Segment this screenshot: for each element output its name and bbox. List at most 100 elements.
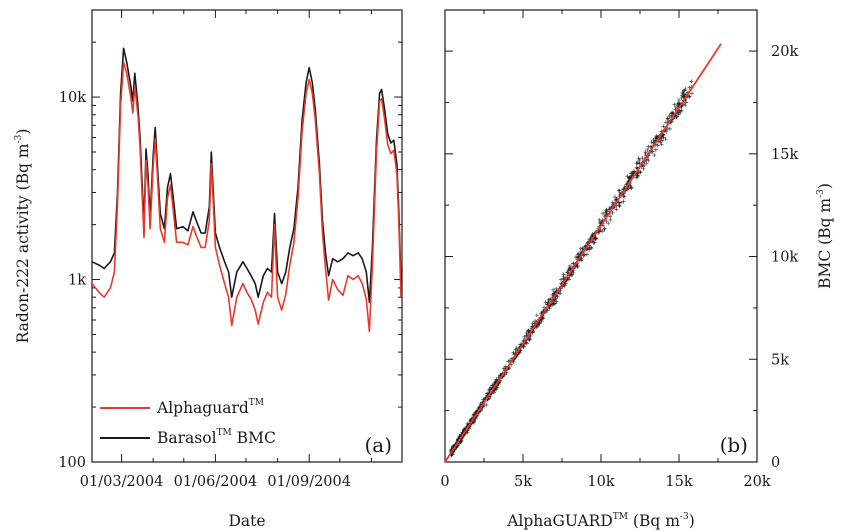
scatter-point (602, 226, 607, 231)
scatter-point (601, 211, 606, 216)
scatter-point (643, 150, 648, 155)
scatter-point (598, 220, 603, 225)
scatter-point (622, 194, 627, 199)
scatter-point (652, 153, 657, 158)
scatter-point (683, 100, 688, 105)
scatter-point (674, 105, 679, 110)
scatter-point (641, 166, 646, 171)
scatter-point (628, 175, 633, 180)
scatter-point (664, 129, 669, 134)
x-axis-title: AlphaGUARDTM (Bq m-3) (506, 512, 695, 530)
y-tick-label: 10k (771, 250, 798, 266)
scatter-point (532, 319, 537, 324)
scatter-point (617, 200, 622, 205)
scatter-point (621, 193, 626, 198)
scatter-point (575, 263, 580, 268)
scatter-point (561, 272, 566, 277)
y-tick-label: 10k (59, 90, 86, 106)
scatter-point (689, 79, 694, 84)
scatter-point (625, 174, 630, 179)
y-tick-label: 15k (771, 147, 798, 163)
scatter-point (514, 346, 519, 351)
scatter-point (645, 147, 650, 152)
scatter-point (646, 144, 651, 149)
scatter-point (687, 85, 692, 90)
scatter-point (582, 252, 587, 257)
scatter-point (667, 113, 672, 118)
scatter-point (551, 287, 556, 292)
scatter-point (687, 94, 692, 99)
x-tick-label: 5k (514, 474, 532, 490)
scatter-point (665, 116, 670, 121)
scatter-point (653, 147, 658, 152)
scatter-point (679, 95, 684, 100)
scatter-point (559, 277, 564, 282)
scatter-point (495, 385, 500, 390)
scatter-point (636, 156, 641, 161)
scatter-point (617, 204, 622, 209)
scatter-point (587, 247, 592, 252)
x-tick-label: 15k (665, 474, 692, 490)
scatter-point (689, 91, 694, 96)
scatter-point (610, 200, 615, 205)
alphaguard-series-line (92, 61, 402, 333)
scatter-point (568, 263, 573, 268)
scatter-point (643, 151, 648, 156)
scatter-point (608, 214, 613, 219)
legend-label-barasol: BarasolTM BMC (157, 428, 276, 447)
scatter-point (527, 337, 532, 342)
scatter-point (672, 102, 677, 107)
scatter-point (635, 173, 640, 178)
scatter-point (680, 90, 685, 95)
panel-a-frame (91, 9, 403, 463)
y-tick-label: 5k (771, 352, 789, 368)
scatter-point (573, 255, 578, 260)
x-tick-label: 20k (743, 474, 770, 490)
scatter-point (484, 391, 489, 396)
scatter-point (676, 110, 681, 115)
scatter-point (655, 143, 660, 148)
legend-label-alphaguard: AlphaguardTM​ (156, 398, 264, 417)
scatter-point (629, 185, 634, 190)
x-tick-label: 01/09/2004 (267, 474, 351, 490)
scatter-point (663, 120, 668, 125)
panel-a-label: (a) (364, 433, 392, 457)
scatter-point (554, 299, 559, 304)
scatter-point (550, 292, 555, 297)
scatter-point (621, 199, 626, 204)
scatter-point (488, 385, 493, 390)
scatter-point (632, 169, 637, 174)
y-tick-label: 0 (771, 455, 780, 471)
panel-b-label: (b) (720, 433, 748, 457)
scatter-point (527, 337, 532, 342)
scatter-point (551, 301, 556, 306)
scatter-point (569, 272, 574, 277)
scatter-point (534, 313, 539, 318)
scatter-point (534, 324, 539, 329)
y-axis-title: BMC (Bq m-3) (816, 183, 834, 289)
scatter-point (481, 397, 486, 402)
scatter-point (511, 350, 516, 355)
scatter-point (580, 247, 585, 252)
scatter-point (640, 156, 645, 161)
scatter-point (674, 114, 679, 119)
panel-a-timeseries-chart: 100 1k 10k 01/03/2004 01/06/2004 01/09/2004 Da… (14, 9, 403, 530)
y-tick-label: 20k (771, 44, 798, 60)
scatter-point (571, 270, 576, 275)
scatter-point (546, 297, 551, 302)
scatter-point (681, 92, 686, 97)
scatter-point (636, 160, 641, 165)
scatter-point (608, 217, 613, 222)
scatter-point (614, 207, 619, 212)
scatter-point (600, 229, 605, 234)
scatter-point (663, 137, 668, 142)
scatter-point (613, 195, 618, 200)
scatter-point (547, 306, 552, 311)
scatter-point (687, 94, 692, 99)
scatter-point (637, 158, 642, 162)
scatter-point (644, 161, 649, 166)
scatter-point (607, 207, 612, 212)
y-tick-label: 100 (58, 455, 86, 471)
